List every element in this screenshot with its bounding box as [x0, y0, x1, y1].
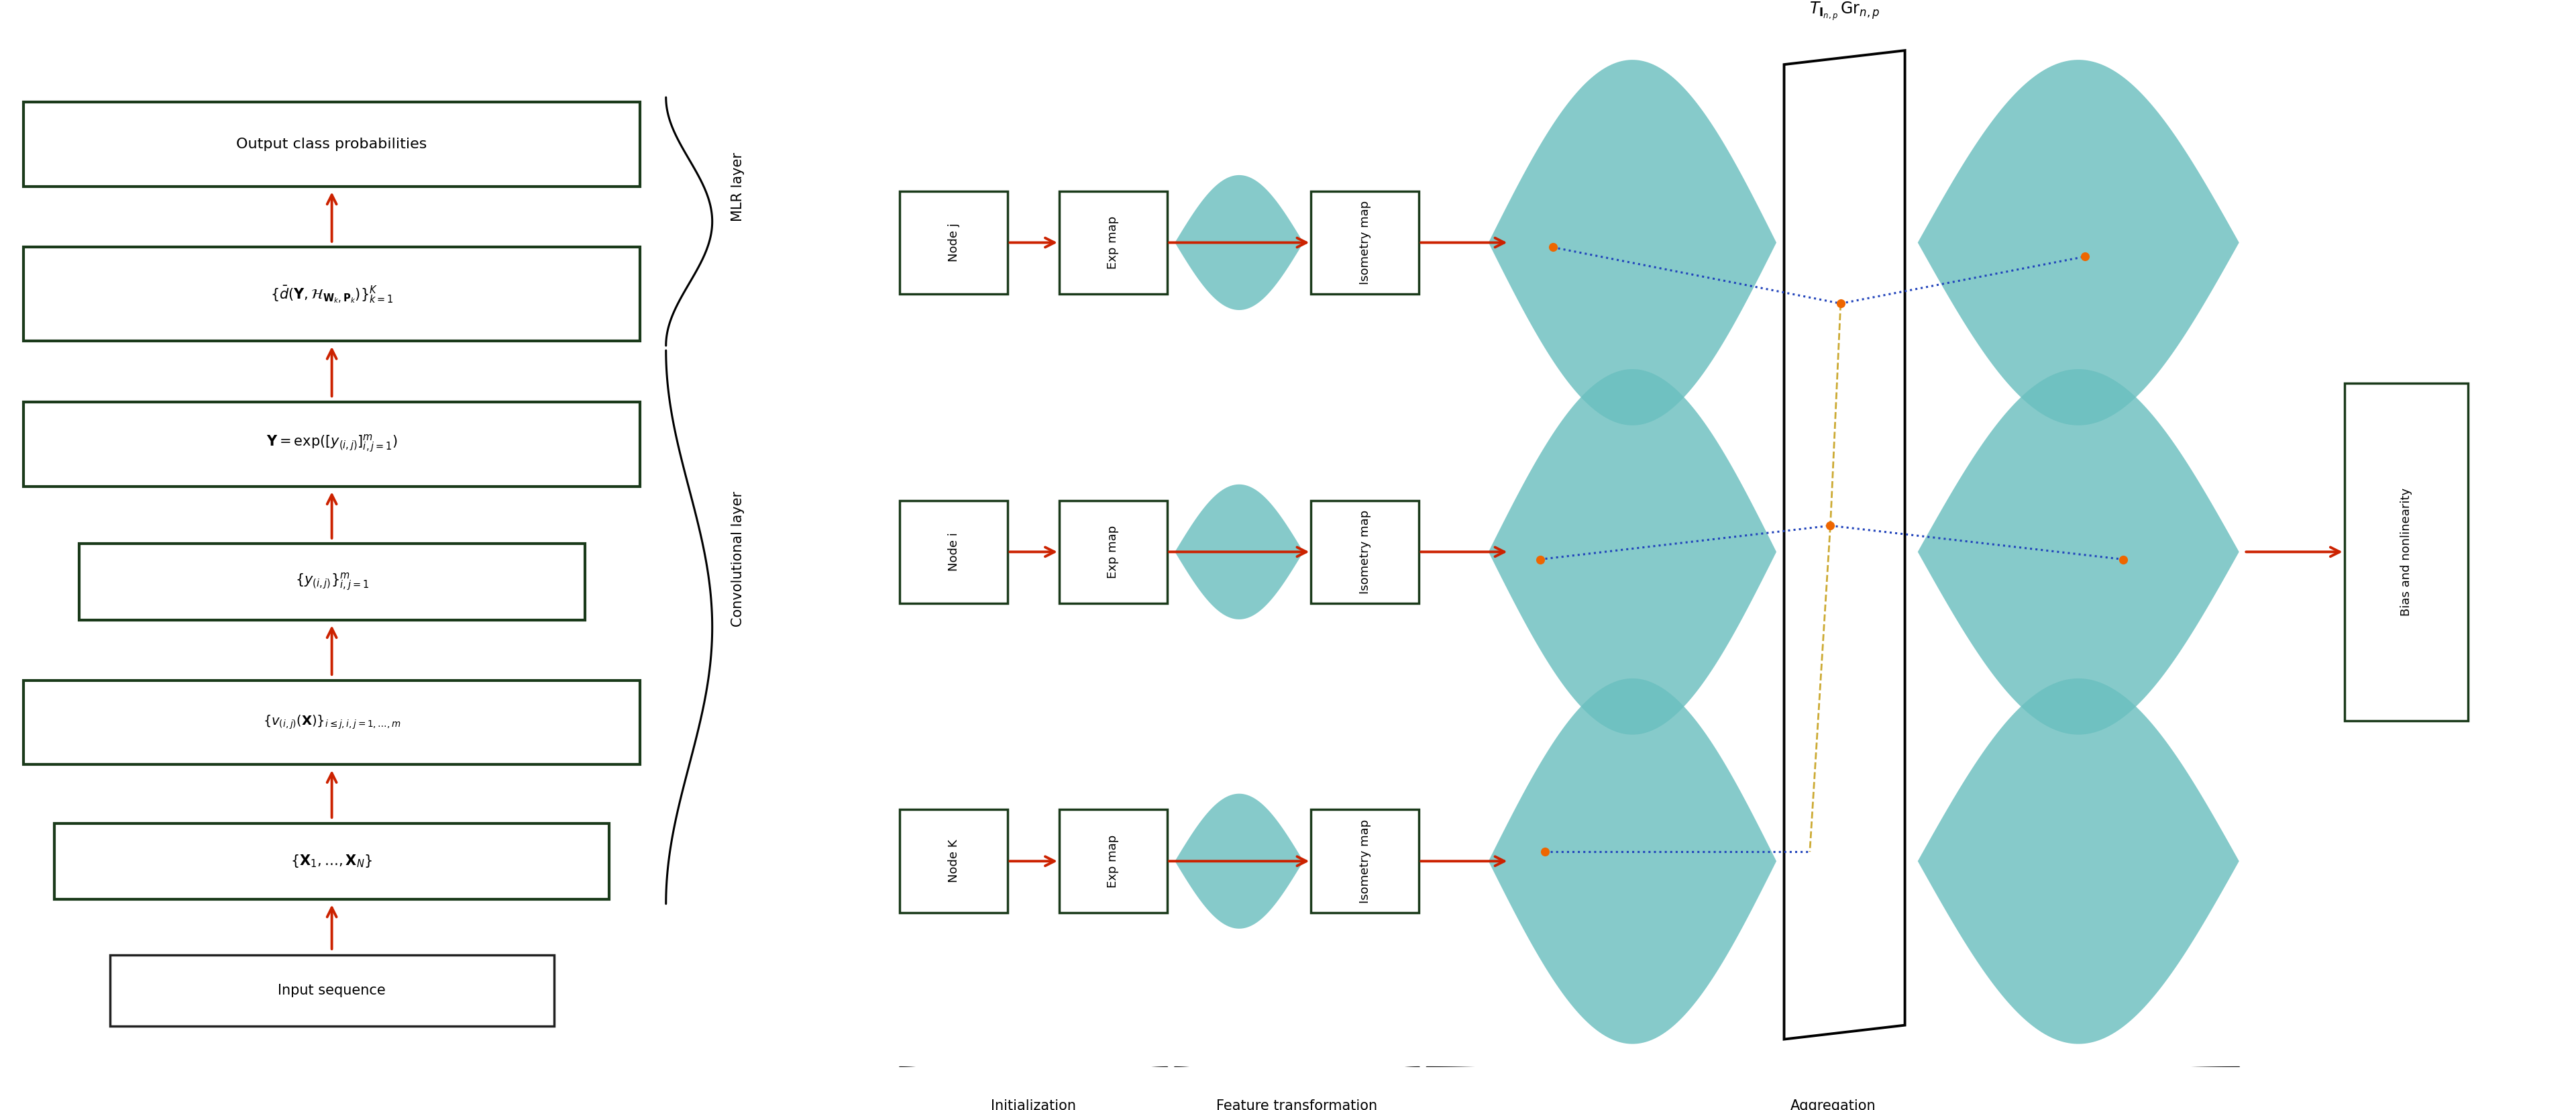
Point [1520, 551, 1561, 568]
FancyBboxPatch shape [1059, 809, 1167, 912]
Text: Bias and nonlinearity: Bias and nonlinearity [2401, 487, 2411, 616]
FancyBboxPatch shape [899, 191, 1007, 294]
FancyBboxPatch shape [899, 809, 1007, 912]
Text: Aggregation: Aggregation [1790, 1099, 1875, 1110]
Point [2102, 551, 2143, 568]
FancyBboxPatch shape [54, 824, 611, 899]
FancyBboxPatch shape [23, 680, 641, 765]
Text: $\mathbf{Y} = \exp([y_{(i,j)}]_{i,j=1}^m)$: $\mathbf{Y} = \exp([y_{(i,j)}]_{i,j=1}^m… [265, 434, 397, 455]
Text: Node j: Node j [948, 223, 961, 262]
Text: Convolutional layer: Convolutional layer [732, 492, 744, 627]
Polygon shape [1175, 794, 1303, 929]
Polygon shape [1917, 370, 2239, 735]
Polygon shape [1917, 678, 2239, 1043]
Polygon shape [1489, 60, 1777, 425]
FancyBboxPatch shape [1059, 501, 1167, 604]
Text: Exp map: Exp map [1108, 525, 1118, 578]
Text: Isometry map: Isometry map [1360, 819, 1370, 904]
FancyBboxPatch shape [2344, 383, 2468, 720]
Text: Node i: Node i [948, 533, 961, 572]
Text: $\{\mathbf{X}_1,\ldots,\mathbf{X}_N\}$: $\{\mathbf{X}_1,\ldots,\mathbf{X}_N\}$ [291, 854, 374, 869]
Text: $\{\bar{d}(\mathbf{Y}, \mathcal{H}_{\mathbf{W}_k,\mathbf{P}_k})\}_{k=1}^K$: $\{\bar{d}(\mathbf{Y}, \mathcal{H}_{\mat… [270, 284, 394, 304]
Polygon shape [1489, 370, 1777, 735]
Point [1821, 294, 1862, 312]
FancyBboxPatch shape [1311, 191, 1419, 294]
Text: Input sequence: Input sequence [278, 983, 386, 997]
Text: Exp map: Exp map [1108, 216, 1118, 270]
Text: $\{v_{(i,j)}(\mathbf{X})\}_{i\leq j,i,j=1,\ldots,m}$: $\{v_{(i,j)}(\mathbf{X})\}_{i\leq j,i,j=… [263, 714, 402, 731]
FancyBboxPatch shape [23, 402, 641, 486]
FancyBboxPatch shape [111, 955, 554, 1027]
FancyBboxPatch shape [23, 248, 641, 341]
Text: Isometry map: Isometry map [1360, 201, 1370, 284]
Polygon shape [1917, 60, 2239, 425]
Text: Initialization: Initialization [992, 1099, 1077, 1110]
Polygon shape [1175, 484, 1303, 619]
Point [1525, 842, 1566, 860]
Point [2063, 248, 2105, 265]
Polygon shape [1175, 175, 1303, 310]
Point [1533, 239, 1574, 256]
FancyBboxPatch shape [23, 102, 641, 186]
FancyBboxPatch shape [80, 544, 585, 619]
Polygon shape [1785, 50, 1904, 1039]
Text: Output class probabilities: Output class probabilities [237, 138, 428, 151]
Text: Feature transformation: Feature transformation [1216, 1099, 1378, 1110]
Point [1811, 517, 1852, 535]
Text: Exp map: Exp map [1108, 835, 1118, 888]
Text: $T_{\mathbf{I}_{n,p}}\,\mathrm{Gr}_{n,p}$: $T_{\mathbf{I}_{n,p}}\,\mathrm{Gr}_{n,p}… [1808, 0, 1880, 22]
Text: $\{y_{(i,j)}\}_{i,j=1}^m$: $\{y_{(i,j)}\}_{i,j=1}^m$ [294, 572, 368, 593]
FancyBboxPatch shape [899, 501, 1007, 604]
FancyBboxPatch shape [1311, 809, 1419, 912]
Polygon shape [1489, 678, 1777, 1043]
FancyBboxPatch shape [1311, 501, 1419, 604]
Text: MLR layer: MLR layer [732, 152, 744, 222]
FancyBboxPatch shape [1059, 191, 1167, 294]
Text: Node K: Node K [948, 839, 961, 882]
Text: Isometry map: Isometry map [1360, 509, 1370, 594]
